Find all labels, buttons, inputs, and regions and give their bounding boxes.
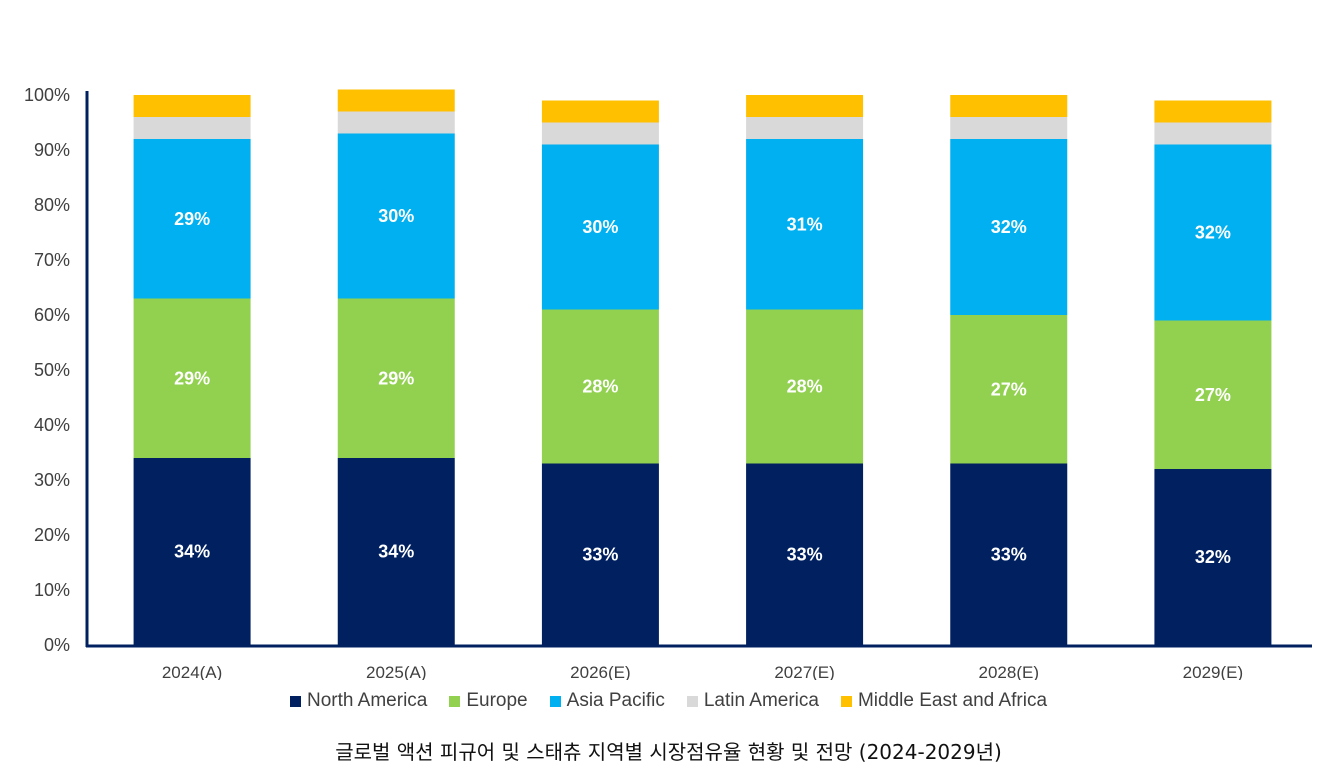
legend-item: North America — [289, 690, 428, 712]
x-tick-label: 2028(E) — [979, 663, 1039, 680]
data-label: 32% — [1195, 223, 1231, 243]
bar-segment — [133, 95, 251, 117]
x-tick-label: 2027(E) — [774, 663, 834, 680]
data-label: 34% — [378, 542, 414, 562]
legend-swatch — [840, 695, 852, 707]
legend-label: Middle East and Africa — [857, 690, 1048, 711]
data-label: 30% — [582, 217, 618, 237]
bar-segment — [950, 139, 1068, 315]
bar-segment — [541, 463, 659, 645]
bar-segment — [541, 144, 659, 310]
chart-plot: 0% 10% 20% 30% 40% 50% 60% 70% 80% 90% 100% 34% 29% 2… — [24, 85, 1312, 682]
bar-segment — [746, 117, 864, 139]
legend-swatch — [686, 695, 698, 707]
bar-segment — [541, 100, 659, 123]
data-label: 30% — [378, 206, 414, 226]
data-label: 28% — [787, 377, 823, 397]
legend-label: North America — [306, 690, 428, 711]
y-tick-label: 100% — [24, 85, 70, 105]
bar-segment — [133, 298, 251, 458]
bar-segment — [541, 309, 659, 464]
y-tick-label: 30% — [34, 470, 70, 490]
bar-segment — [1154, 122, 1272, 145]
data-label: 32% — [1195, 547, 1231, 567]
bar-segment — [950, 315, 1068, 464]
data-label: 29% — [174, 209, 210, 229]
bar-segment — [950, 117, 1068, 139]
legend-item: Asia Pacific — [549, 690, 665, 712]
data-label: 29% — [174, 368, 210, 388]
legend-label: Asia Pacific — [566, 690, 665, 711]
legend-swatch — [449, 695, 461, 707]
chart-caption: 글로벌 액션 피규어 및 스태츄 지역별 시장점유율 현황 및 전망 (2024… — [335, 740, 1002, 764]
y-tick-label: 40% — [34, 415, 70, 435]
legend-label: Latin America — [703, 690, 819, 711]
bar-segment — [1154, 144, 1272, 321]
x-tick-label: 2025(A) — [366, 663, 426, 680]
bar-segment — [337, 89, 455, 112]
data-label: 33% — [787, 544, 823, 564]
data-label: 27% — [991, 379, 1027, 399]
x-tick-label: 2026(E) — [570, 663, 630, 680]
bar-segment — [746, 309, 864, 464]
bar-segment — [337, 133, 455, 299]
data-label: 29% — [378, 368, 414, 388]
y-tick-label: 50% — [34, 360, 70, 380]
legend-swatch — [549, 695, 561, 707]
y-tick-label: 70% — [34, 250, 70, 270]
bar-segment — [1154, 320, 1272, 469]
x-tick-label: 2024(A) — [162, 663, 222, 680]
y-tick-label: 0% — [44, 635, 70, 655]
bar-segment — [541, 122, 659, 145]
legend-swatch — [289, 695, 301, 707]
bar-segment — [950, 463, 1068, 645]
bar-segment — [337, 458, 455, 645]
y-tick-label: 60% — [34, 305, 70, 325]
data-label: 33% — [991, 544, 1027, 564]
bar-segment — [1154, 469, 1272, 645]
data-label: 33% — [582, 544, 618, 564]
data-label: 28% — [582, 377, 618, 397]
y-tick-label: 80% — [34, 195, 70, 215]
bar-segment — [133, 117, 251, 139]
data-label: 31% — [787, 214, 823, 234]
bar-segment — [746, 463, 864, 645]
bar-segment — [133, 139, 251, 299]
data-label: 32% — [991, 217, 1027, 237]
bar-segment — [746, 95, 864, 117]
y-tick-label: 20% — [34, 525, 70, 545]
bar-segment — [746, 139, 864, 310]
bar-segment — [950, 95, 1068, 117]
legend-label: Europe — [466, 690, 528, 711]
y-tick-label: 10% — [34, 580, 70, 600]
data-label: 34% — [174, 542, 210, 562]
y-tick-label: 90% — [34, 140, 70, 160]
legend-item: Europe — [449, 690, 528, 712]
bar-segment — [133, 458, 251, 645]
bar-segment — [337, 111, 455, 134]
chart-legend: North America Europe Asia Pacific Latin Ame… — [0, 690, 1337, 712]
bar-segment — [337, 298, 455, 458]
data-label: 27% — [1195, 385, 1231, 405]
bar-segment — [1154, 100, 1272, 123]
legend-item: Latin America — [686, 690, 819, 712]
x-tick-label: 2029(E) — [1183, 663, 1243, 680]
legend-item: Middle East and Africa — [840, 690, 1048, 712]
